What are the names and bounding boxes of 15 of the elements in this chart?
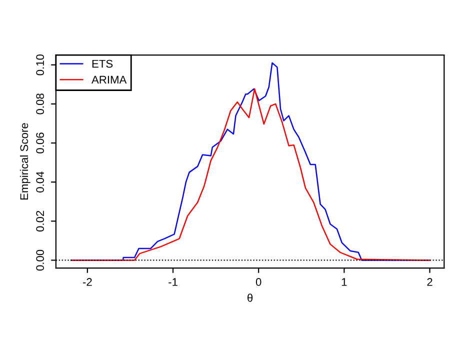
x-axis-title: θ xyxy=(248,294,253,302)
x-tick-label: -2 xyxy=(82,278,92,286)
y-tick-label: 0.06 xyxy=(36,132,44,154)
y-tick-label: 0.08 xyxy=(36,94,44,114)
legend-label: ARIMA xyxy=(92,76,127,84)
y-tick-label: 0.02 xyxy=(36,210,44,232)
x-tick-label: 0 xyxy=(256,278,262,286)
legend-label: ETS xyxy=(92,60,113,68)
y-tick-label: 0.10 xyxy=(36,54,44,76)
y-tick-label: 0.00 xyxy=(36,250,44,271)
x-tick-label: 2 xyxy=(427,278,432,286)
y-tick-label: 0.04 xyxy=(36,172,44,192)
x-tick-label: -1 xyxy=(168,278,178,286)
y-axis-title: Empirical Score xyxy=(20,123,30,200)
x-tick-label: 1 xyxy=(342,278,347,286)
